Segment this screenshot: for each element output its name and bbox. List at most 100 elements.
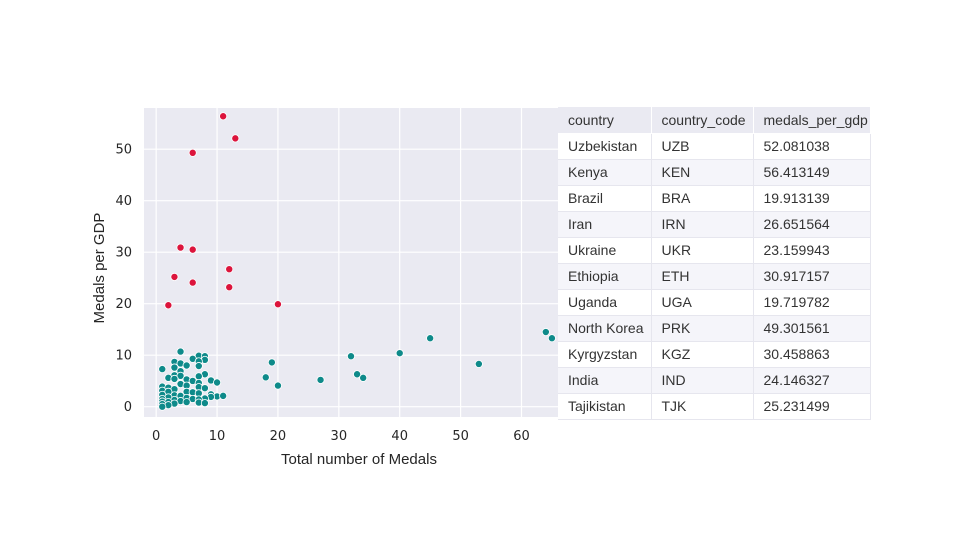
table-cell: 52.081038 — [753, 133, 871, 160]
scatter-point — [219, 391, 228, 400]
scatter-point — [346, 352, 355, 361]
x-tick-label: 50 — [452, 429, 469, 444]
y-axis-ticks: 0 10 20 30 40 50 — [115, 143, 132, 416]
table-cell: PRK — [651, 315, 754, 342]
grid-lines — [144, 108, 558, 417]
table-row: Iran IRN 26.651564 — [558, 211, 871, 238]
scatter-point — [188, 278, 197, 287]
scatter-point — [164, 301, 173, 310]
table-row: Uganda UGA 19.719782 — [558, 289, 871, 316]
table-cell: 19.719782 — [753, 289, 871, 316]
scatter-point — [182, 361, 191, 370]
table-header-cell: medals_per_gdp — [753, 107, 871, 134]
table-row: Ukraine UKR 23.159943 — [558, 237, 871, 264]
x-tick-label: 20 — [270, 429, 287, 444]
table-cell: ETH — [651, 263, 754, 290]
table-cell: Tajikistan — [558, 393, 652, 420]
scatter-point — [316, 375, 325, 384]
scatter-point — [194, 362, 203, 371]
scatter-point — [273, 300, 282, 309]
table-cell: Ethiopia — [558, 263, 652, 290]
y-tick-label: 10 — [115, 349, 132, 364]
table-cell: India — [558, 367, 652, 394]
table-cell: 19.913139 — [753, 185, 871, 212]
scatter-point — [200, 384, 209, 393]
table-cell: Ukraine — [558, 237, 652, 264]
table-cell: UGA — [651, 289, 754, 316]
scatter-point — [261, 373, 270, 382]
table-cell: Uzbekistan — [558, 133, 652, 160]
table-cell: 23.159943 — [753, 237, 871, 264]
table-row: North Korea PRK 49.301561 — [558, 315, 871, 342]
table-row: India IND 24.146327 — [558, 367, 871, 394]
scatter-point — [267, 358, 276, 367]
table-cell: KEN — [651, 159, 754, 186]
scatter-point — [231, 134, 240, 143]
table-cell: 24.146327 — [753, 367, 871, 394]
table-row: Uzbekistan UZB 52.081038 — [558, 133, 871, 160]
table-cell: BRA — [651, 185, 754, 212]
scatter-point — [188, 148, 197, 157]
table-header-row: country country_code medals_per_gdp — [558, 107, 871, 134]
table-cell: Kenya — [558, 159, 652, 186]
scatter-point — [170, 374, 179, 383]
scatter-point — [158, 402, 167, 411]
table-cell: 25.231499 — [753, 393, 871, 420]
y-tick-label: 30 — [115, 246, 132, 261]
table-cell: UKR — [651, 237, 754, 264]
y-tick-label: 40 — [115, 194, 132, 209]
table-row: Kyrgyzstan KGZ 30.458863 — [558, 341, 871, 368]
table-cell: Brazil — [558, 185, 652, 212]
y-tick-label: 50 — [115, 143, 132, 158]
table-cell: 30.917157 — [753, 263, 871, 290]
scatter-point — [194, 372, 203, 381]
table-row: Ethiopia ETH 30.917157 — [558, 263, 871, 290]
scatter-point — [176, 347, 185, 356]
scatter-point — [188, 245, 197, 254]
table-header-cell: country_code — [651, 107, 754, 134]
x-tick-label: 40 — [391, 429, 408, 444]
y-tick-label: 0 — [124, 400, 132, 415]
table-cell: Kyrgyzstan — [558, 341, 652, 368]
scatter-point — [170, 363, 179, 372]
x-tick-label: 0 — [152, 429, 160, 444]
scatter-point — [353, 370, 362, 379]
table-cell: IND — [651, 367, 754, 394]
table-cell: IRN — [651, 211, 754, 238]
x-tick-label: 10 — [209, 429, 226, 444]
scatter-point — [541, 328, 550, 337]
table-cell: 49.301561 — [753, 315, 871, 342]
x-axis-label: Total number of Medals — [281, 451, 437, 468]
table-cell: North Korea — [558, 315, 652, 342]
scatter-point — [176, 243, 185, 252]
table-cell: Uganda — [558, 289, 652, 316]
x-tick-label: 60 — [513, 429, 530, 444]
scatter-point — [170, 272, 179, 281]
x-tick-label: 30 — [331, 429, 348, 444]
table-row: Brazil BRA 19.913139 — [558, 185, 871, 212]
y-axis-label: Medals per GDP — [91, 213, 108, 324]
table-body: Uzbekistan UZB 52.081038 Kenya KEN 56.413149 B… — [558, 133, 871, 420]
table-header-cell: country — [558, 107, 652, 134]
scatter-point — [225, 283, 234, 292]
scatter-point — [200, 399, 209, 408]
scatter-point — [182, 398, 191, 407]
x-axis-ticks: 0 10 20 30 40 50 60 — [152, 429, 530, 444]
scatter-point — [359, 373, 368, 382]
table-cell: 30.458863 — [753, 341, 871, 368]
data-points — [158, 112, 556, 411]
table-cell: TJK — [651, 393, 754, 420]
table-cell: 56.413149 — [753, 159, 871, 186]
scatter-point — [213, 378, 222, 387]
scatter-point — [426, 334, 435, 343]
scatter-point — [219, 112, 228, 121]
scatter-point — [395, 349, 404, 358]
table-cell: KGZ — [651, 341, 754, 368]
y-tick-label: 20 — [115, 297, 132, 312]
table-row: Tajikistan TJK 25.231499 — [558, 393, 871, 420]
scatter-point — [547, 334, 556, 343]
table-cell: Iran — [558, 211, 652, 238]
scatter-point — [474, 359, 483, 368]
data-table: country country_code medals_per_gdp Uzbeki… — [558, 107, 871, 420]
